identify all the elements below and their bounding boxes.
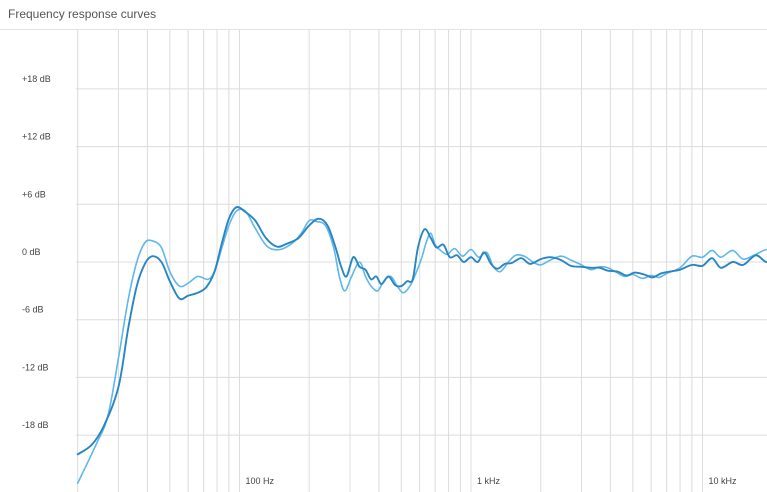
y-tick-label: 0 dB xyxy=(22,247,41,257)
y-tick-label: -18 dB xyxy=(22,420,49,430)
series-line-light xyxy=(76,208,767,484)
chart-title: Frequency response curves xyxy=(8,7,157,21)
series-line-dark xyxy=(76,206,767,456)
x-tick-label: 10 kHz xyxy=(709,476,738,486)
x-tick-label: 1 kHz xyxy=(477,476,501,486)
y-tick-label: -12 dB xyxy=(22,362,49,372)
y-tick-label: +12 dB xyxy=(22,132,51,142)
series-lines xyxy=(76,206,767,484)
y-axis-tick-labels: +18 dB +12 dB +6 dB 0 dB -6 dB -12 dB -18 dB xyxy=(22,74,51,430)
x-axis-tick-labels: 100 Hz 1 kHz 10 kHz xyxy=(246,476,738,486)
y-tick-label: -6 dB xyxy=(22,305,44,315)
x-tick-label: 100 Hz xyxy=(246,476,275,486)
y-tick-label: +18 dB xyxy=(22,74,51,84)
grid-lines xyxy=(76,30,767,492)
chart-header: Frequency response curves xyxy=(0,0,767,30)
y-tick-label: +6 dB xyxy=(22,189,46,199)
